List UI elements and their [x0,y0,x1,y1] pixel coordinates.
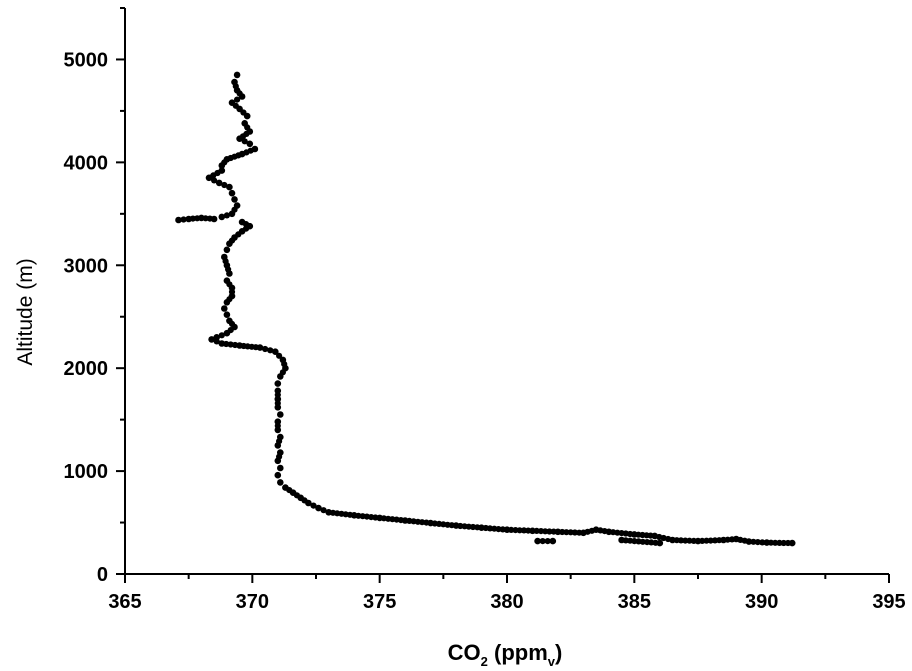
data-point-fill [310,502,317,509]
data-point [236,135,243,142]
data-point-fill [267,347,274,354]
data-point [215,179,223,187]
data-point [256,344,264,351]
data-point [228,210,236,218]
y-tick-label: 5000 [64,49,109,71]
data-point [243,112,251,120]
data-point [788,539,796,547]
data-point [274,380,282,387]
y-tick-label: 2000 [64,358,109,380]
data-point [272,348,279,356]
x-tick-label: 390 [745,591,778,613]
data-point-fill [180,216,187,223]
data-point [223,299,231,306]
x-axis-title: CO2 (ppmv) [448,640,563,669]
data-point [218,162,226,169]
data-point [305,499,312,507]
data-point [238,93,246,100]
data-point [185,215,192,223]
data-point-fill [223,340,230,348]
data-point-fill [516,527,523,534]
data-point-fill [213,338,220,345]
y-tick-label: 3000 [64,255,109,277]
data-point [246,140,254,148]
data-point-fill [211,177,218,184]
y-ticks: 0 1000 2000 3000 4000 5000 [64,7,125,586]
data-point [221,305,228,312]
data-point-fill [754,539,761,546]
data-point-fill [320,507,327,514]
data-point [223,246,231,254]
data-point [274,471,282,479]
data-point-fill [234,96,241,103]
x-tick-label: 375 [363,591,396,613]
data-point-fill [276,352,283,359]
data-point [228,189,236,197]
data-point [534,537,541,545]
data-point-fill [223,212,230,219]
x-axis-title-main: CO [448,640,481,665]
data-point [315,504,322,512]
data-point [277,411,284,418]
data-point [223,329,231,337]
data-point [277,373,284,380]
data-point [175,216,182,224]
data-point [226,183,233,191]
data-point [745,538,753,545]
x-axis-title-sub2: v [548,654,556,669]
x-tick-label: 370 [236,591,269,613]
data-point [231,196,238,203]
x-axis-title-mid: (ppm [488,640,548,665]
data-point-fill [262,345,269,353]
x-tick-label: 365 [108,591,141,613]
data-point [218,213,226,221]
y-tick-label: 1000 [64,461,109,483]
x-axis-title-sub1: 2 [481,654,488,669]
x-tick-label: 380 [490,591,523,613]
data-point-fill [780,539,787,547]
x-axis-title-end: ) [555,640,562,665]
y-tick-label: 4000 [64,152,109,174]
data-point [277,464,284,472]
data-point-fill [241,138,248,145]
data-point [277,479,284,486]
data-point [274,426,282,434]
data-point-fill [218,332,225,339]
data-point [656,539,664,547]
data-point [233,71,241,79]
data-points [175,71,796,547]
data-point-fill [221,181,228,189]
data-point [223,311,231,319]
data-point [549,537,557,545]
y-tick-label: 0 [97,564,108,586]
data-point [208,336,215,343]
data-point [226,270,233,277]
data-point-fill [563,529,570,536]
data-point [205,174,213,182]
data-point-fill [750,538,757,545]
data-point [274,404,282,411]
x-tick-label: 395 [872,591,905,613]
x-ticks: 365 370 375 380 385 390 395 [108,574,906,613]
y-axis-title: Altitude (m) [14,258,37,365]
data-point [226,240,233,247]
x-tick-label: 385 [618,591,651,613]
data-point-fill [546,528,553,535]
data-point-fill [539,538,546,545]
data-point-fill [544,538,551,545]
data-point [274,442,282,449]
data-point-fill [772,539,779,546]
data-point [274,457,282,465]
